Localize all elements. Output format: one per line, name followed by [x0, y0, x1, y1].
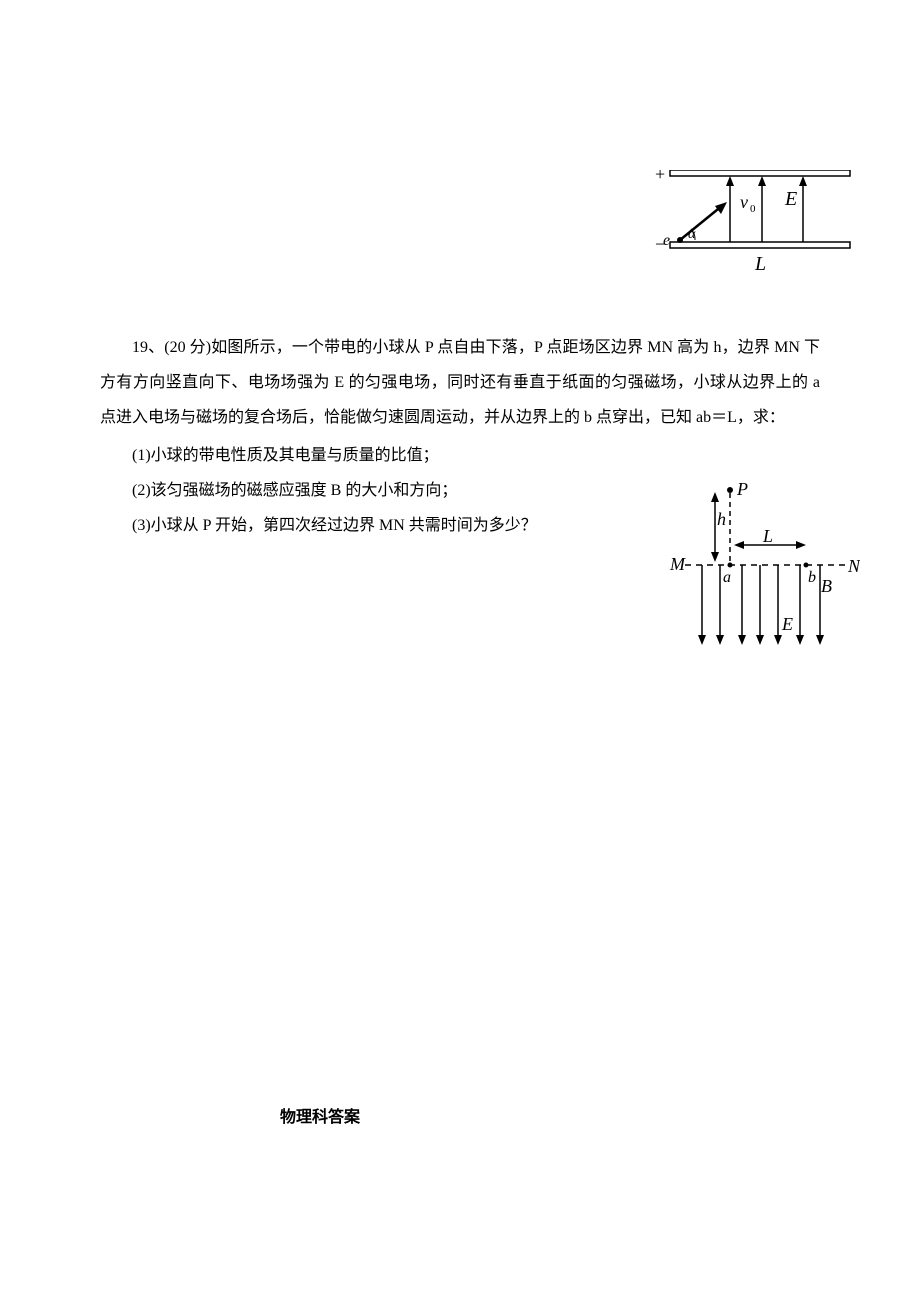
svg-text:E: E	[781, 614, 793, 634]
svg-text:v: v	[740, 192, 748, 212]
svg-text:N: N	[847, 556, 860, 576]
svg-text:0: 0	[750, 203, 756, 215]
svg-text:a: a	[723, 569, 731, 586]
svg-text:P: P	[736, 480, 748, 499]
svg-text:L: L	[762, 526, 773, 546]
answer-section-title: 物理科答案	[100, 1103, 820, 1127]
svg-text:h: h	[717, 509, 726, 529]
svg-text:+: +	[655, 170, 665, 184]
svg-text:b: b	[808, 569, 816, 586]
problem-19-intro: 19、(20 分)如图所示，一个带电的小球从 P 点自由下落，P 点距场区边界 …	[100, 330, 820, 436]
problem-19-q1: (1)小球的带电性质及其电量与质量的比值；	[100, 438, 820, 473]
capacitor-diagram: + − E v 0 e α L	[645, 170, 855, 290]
svg-text:e: e	[663, 232, 670, 249]
svg-text:L: L	[754, 253, 766, 275]
field-region-diagram: P h L M N a b B	[660, 480, 860, 650]
svg-text:M: M	[669, 554, 686, 574]
svg-text:B: B	[821, 576, 832, 596]
svg-text:E: E	[784, 188, 797, 210]
svg-text:α: α	[688, 227, 696, 242]
